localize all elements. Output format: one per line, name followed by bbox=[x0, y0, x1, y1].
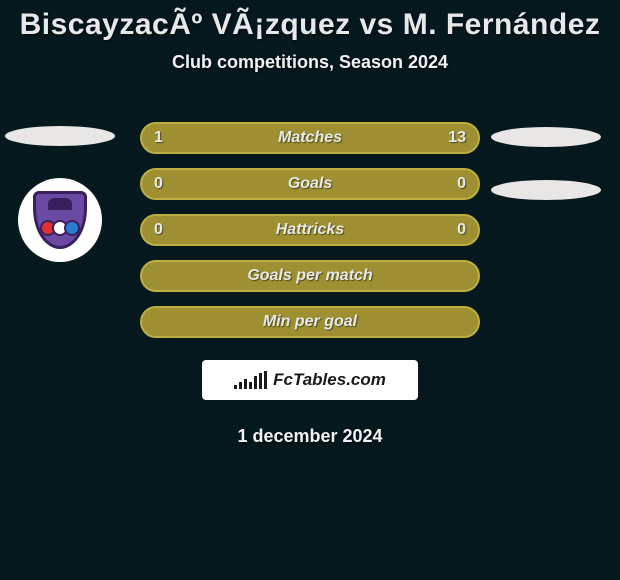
stat-bar: 0Hattricks0 bbox=[140, 214, 480, 246]
stat-bar: Min per goal bbox=[140, 306, 480, 338]
club-badge-inner bbox=[27, 187, 93, 253]
shield-icon bbox=[33, 191, 87, 249]
stat-label: Goals bbox=[142, 175, 478, 193]
stat-label: Matches bbox=[142, 129, 478, 147]
attribution-badge: FcTables.com bbox=[202, 360, 418, 400]
olympic-circles-icon bbox=[36, 220, 84, 236]
bar-chart-icon bbox=[234, 371, 267, 389]
stat-bar: 1Matches13 bbox=[140, 122, 480, 154]
club-badge-left bbox=[18, 178, 102, 262]
player-right-oval-2 bbox=[491, 180, 601, 200]
attribution-text: FcTables.com bbox=[273, 370, 386, 390]
stats-list: 1Matches13 0Goals0 0Hattricks0 Goals per ma… bbox=[140, 122, 480, 352]
stat-bar: 0Goals0 bbox=[140, 168, 480, 200]
stat-label: Min per goal bbox=[142, 313, 478, 331]
stat-bar: Goals per match bbox=[140, 260, 480, 292]
player-left-oval-1 bbox=[5, 126, 115, 146]
comparison-infographic: BiscayzacÃº VÃ¡zquez vs M. Fernández Clu… bbox=[0, 0, 620, 580]
stat-label: Hattricks bbox=[142, 221, 478, 239]
subtitle: Club competitions, Season 2024 bbox=[0, 52, 620, 73]
stat-label: Goals per match bbox=[142, 267, 478, 285]
page-title: BiscayzacÃº VÃ¡zquez vs M. Fernández bbox=[0, 8, 620, 42]
date-label: 1 december 2024 bbox=[0, 426, 620, 447]
player-right-oval-1 bbox=[491, 127, 601, 147]
